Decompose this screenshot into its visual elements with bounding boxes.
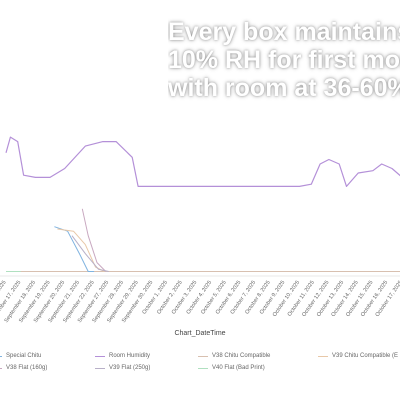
caption-line-3: with room at 36-60% bbox=[168, 74, 400, 102]
series-line-v39-chitu-compatible bbox=[57, 228, 105, 272]
legend-swatch bbox=[198, 355, 208, 357]
legend-swatch bbox=[318, 355, 328, 357]
legend-item: V38 Chitu Compatible bbox=[198, 353, 270, 359]
overlay-caption: Every box maintains 10% RH for first mon… bbox=[168, 18, 400, 102]
legend-swatch bbox=[95, 367, 105, 369]
series-line-v38-flat-160g- bbox=[81, 208, 107, 272]
legend-label: V38 Chitu Compatible bbox=[212, 353, 271, 359]
legend-item: V39 Flat (250g) bbox=[95, 365, 150, 371]
caption-line-1: Every box maintains bbox=[168, 18, 400, 46]
chart-legend: Special Chitu Room Humidity V38 Chitu Comp… bbox=[0, 351, 400, 381]
legend-swatch bbox=[0, 355, 2, 357]
legend-item: V40 Flat (Bad Print) bbox=[198, 365, 265, 371]
legend-item: V39 Chitu Compatible (E bbox=[318, 353, 398, 359]
legend-item: Room Humidity bbox=[95, 353, 150, 359]
legend-label: Room Humidity bbox=[109, 353, 151, 359]
legend-item: Special Chitu bbox=[0, 353, 41, 359]
legend-item: V38 Flat (160g) bbox=[0, 365, 47, 371]
series-line-room-humidity bbox=[5, 136, 400, 187]
legend-label: V39 Chitu Compatible (E bbox=[332, 353, 399, 359]
legend-swatch bbox=[198, 367, 208, 369]
legend-swatch bbox=[0, 367, 2, 369]
legend-swatch bbox=[95, 355, 105, 357]
legend-label: Special Chitu bbox=[6, 353, 42, 359]
legend-label: V39 Flat (250g) bbox=[109, 365, 151, 371]
caption-line-2: 10% RH for first mon bbox=[168, 46, 400, 74]
series-line-v39-flat-250g- bbox=[71, 235, 109, 272]
x-axis-label: Chart_DateTime bbox=[174, 330, 226, 337]
legend-label: V40 Flat (Bad Print) bbox=[212, 365, 265, 371]
series-layer bbox=[5, 136, 400, 272]
legend-label: V38 Flat (160g) bbox=[6, 365, 48, 371]
